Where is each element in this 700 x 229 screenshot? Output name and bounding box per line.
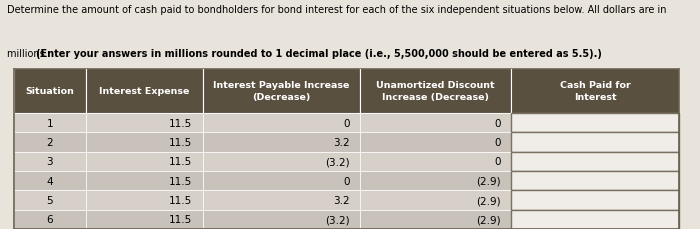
Bar: [202, 171, 360, 191]
Text: 11.5: 11.5: [169, 157, 192, 167]
Bar: [14, 152, 86, 171]
Bar: [511, 210, 679, 229]
Bar: [202, 152, 360, 171]
Bar: [202, 114, 360, 133]
Bar: [360, 191, 511, 210]
Text: 3.2: 3.2: [333, 195, 350, 205]
Bar: [202, 133, 360, 152]
Bar: [511, 69, 679, 114]
Text: millions.: millions.: [7, 49, 51, 59]
Bar: [202, 69, 360, 114]
Bar: [360, 133, 511, 152]
Text: Interest Payable Increase
(Decrease): Interest Payable Increase (Decrease): [214, 81, 349, 101]
Text: 2: 2: [47, 137, 53, 147]
Bar: [511, 114, 679, 133]
Bar: [14, 171, 86, 191]
Bar: [86, 171, 202, 191]
Bar: [360, 152, 511, 171]
Bar: [360, 171, 511, 191]
Text: 3.2: 3.2: [333, 137, 350, 147]
Text: 1: 1: [47, 118, 53, 128]
Text: 4: 4: [47, 176, 53, 186]
Bar: [14, 133, 86, 152]
Text: 11.5: 11.5: [169, 176, 192, 186]
Text: Unamortized Discount
Increase (Decrease): Unamortized Discount Increase (Decrease): [377, 81, 495, 101]
Text: (2.9): (2.9): [476, 214, 501, 224]
Text: Cash Paid for
Interest: Cash Paid for Interest: [560, 81, 631, 101]
Text: 3: 3: [47, 157, 53, 167]
Bar: [511, 152, 679, 171]
Text: 0: 0: [494, 118, 501, 128]
Bar: [86, 191, 202, 210]
Bar: [511, 133, 679, 152]
Text: 0: 0: [494, 157, 501, 167]
Text: 6: 6: [47, 214, 53, 224]
Bar: [86, 133, 202, 152]
Bar: [511, 191, 679, 210]
Text: 0: 0: [494, 137, 501, 147]
Bar: [86, 69, 202, 114]
Text: 11.5: 11.5: [169, 137, 192, 147]
Bar: [86, 114, 202, 133]
Bar: [360, 69, 511, 114]
Text: Situation: Situation: [25, 87, 74, 96]
Text: Interest Expense: Interest Expense: [99, 87, 190, 96]
Bar: [202, 210, 360, 229]
Bar: [14, 114, 86, 133]
Text: (2.9): (2.9): [476, 176, 501, 186]
Bar: [14, 69, 86, 114]
Text: 11.5: 11.5: [169, 214, 192, 224]
Text: 0: 0: [344, 118, 350, 128]
Text: Determine the amount of cash paid to bondholders for bond interest for each of t: Determine the amount of cash paid to bon…: [7, 5, 666, 14]
Bar: [14, 191, 86, 210]
Bar: [14, 210, 86, 229]
Bar: [86, 210, 202, 229]
Text: (2.9): (2.9): [476, 195, 501, 205]
Bar: [360, 114, 511, 133]
Text: 11.5: 11.5: [169, 118, 192, 128]
Text: (3.2): (3.2): [326, 214, 350, 224]
Text: (Enter your answers in millions rounded to 1 decimal place (i.e., 5,500,000 shou: (Enter your answers in millions rounded …: [36, 49, 602, 59]
Text: 11.5: 11.5: [169, 195, 192, 205]
Text: 5: 5: [47, 195, 53, 205]
Bar: [511, 171, 679, 191]
Bar: [360, 210, 511, 229]
Bar: [86, 152, 202, 171]
Bar: [202, 191, 360, 210]
Text: 0: 0: [344, 176, 350, 186]
Text: (3.2): (3.2): [326, 157, 350, 167]
